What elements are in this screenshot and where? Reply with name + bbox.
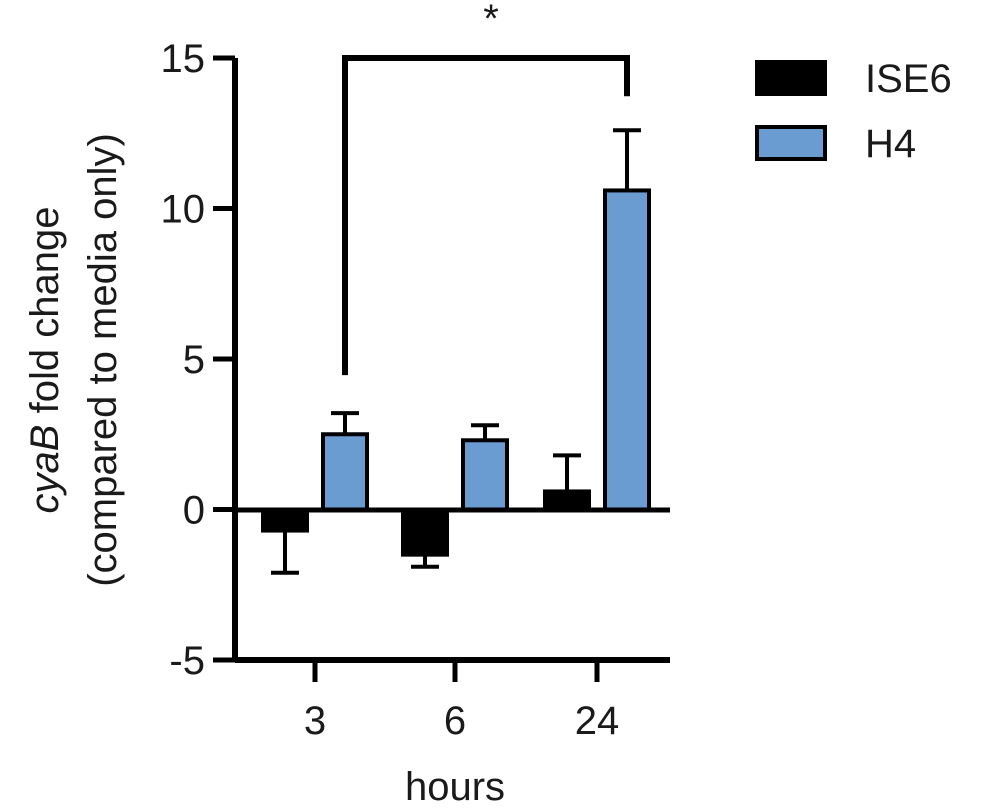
y-axis-title: cyaB fold change (compared to media only… [23, 133, 125, 587]
y-ticks-group: -5 0 5 10 15 [161, 37, 235, 683]
legend-swatch-h4 [755, 125, 827, 161]
bars-group [261, 188, 651, 557]
legend-swatch-ise6 [755, 60, 827, 96]
y-axis-title-italic: cyaB [23, 425, 67, 514]
bar-h4-3 [321, 432, 369, 512]
legend-label-h4: H4 [865, 122, 916, 166]
x-tick-label: 24 [575, 699, 620, 743]
significance-bracket-line [342, 55, 630, 376]
y-tick-label: 0 [183, 489, 205, 533]
bar-ise6-3 [261, 507, 309, 533]
y-tick-label: 5 [183, 338, 205, 382]
legend: ISE6 H4 [755, 57, 952, 166]
y-tick-label: 10 [161, 188, 206, 232]
bar-h4-6 [461, 438, 509, 512]
error-bars-group [271, 128, 641, 575]
y-axis-title-line-1: cyaB fold change [23, 207, 67, 514]
x-tick-label: 3 [304, 699, 326, 743]
significance-label: * [483, 0, 499, 41]
y-axis-title-line-2: (compared to media only) [81, 133, 125, 587]
y-tick-label: 15 [161, 37, 206, 81]
y-tick-label: -5 [169, 639, 205, 683]
x-ticks-group: 3 6 24 [304, 660, 619, 743]
x-axis-title: hours [405, 765, 505, 808]
x-tick-label: 6 [444, 699, 466, 743]
legend-label-ise6: ISE6 [865, 57, 952, 101]
y-axis-title-rest: fold change [23, 207, 67, 425]
significance-bracket: * [342, 0, 630, 376]
bar-h4-24 [603, 188, 651, 512]
bar-ise6-6 [401, 507, 449, 557]
bar-ise6-24 [543, 489, 591, 512]
